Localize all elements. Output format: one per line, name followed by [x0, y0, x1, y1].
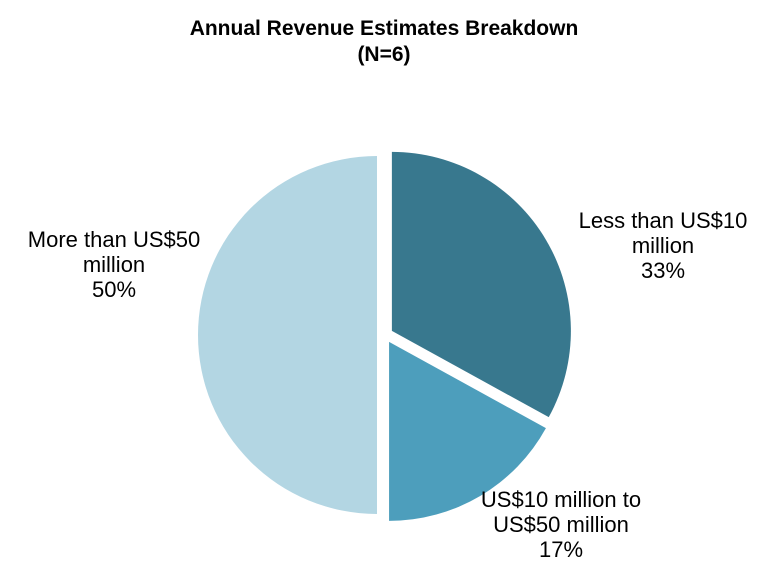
slice-percent: 33%	[640, 258, 686, 283]
slice-percent: 50%	[91, 277, 137, 302]
pie-slice-1	[389, 341, 546, 521]
slice-label-less-than-10-million: Less than US$10 million 33%	[579, 208, 748, 283]
slice-label-line: million	[631, 233, 695, 258]
slice-label-line: US$10 million to	[480, 487, 642, 512]
slice-label-more-than-50-million: More than US$50 million 50%	[28, 227, 200, 302]
slice-label-line: Less than US$10	[578, 208, 748, 233]
pie-slice-0	[391, 151, 571, 418]
slice-label-line: More than US$50	[27, 227, 201, 252]
chart-title: Annual Revenue Estimates Breakdown (N=6)	[0, 16, 768, 68]
slice-percent: 17%	[538, 537, 584, 562]
pie-slice-2	[198, 156, 377, 514]
chart-sample-size: (N=6)	[357, 43, 411, 66]
slice-label-line: US$50 million	[493, 512, 629, 537]
slice-label-line: million	[82, 252, 146, 277]
slice-label-10-to-50-million: US$10 million to US$50 million 17%	[481, 487, 641, 562]
chart-title-text: Annual Revenue Estimates Breakdown	[189, 17, 579, 40]
